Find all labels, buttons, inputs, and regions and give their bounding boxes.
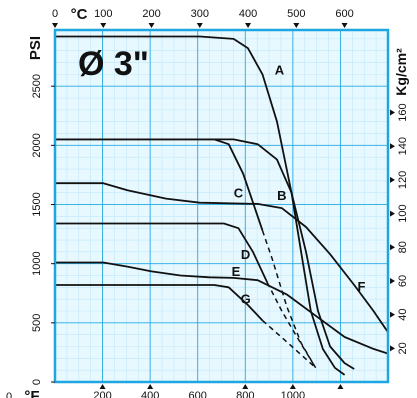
y-left-tick-label: 1000 [31,251,43,275]
chart-title: Ø 3" [78,45,149,83]
y-right-tick-marker [390,244,395,251]
y-left-tick-label: 2000 [31,133,43,157]
x-bottom-unit-label: °F [24,388,39,398]
x-top-tick-marker [52,23,58,28]
x-top-tick-label: 100 [94,8,112,20]
curve-label-b: B [277,188,286,203]
x-bottom-tick-marker [337,384,344,389]
curve-g-dashed [262,319,317,369]
x-top-tick-marker [341,23,348,28]
y-right-tick-marker [390,311,395,318]
curve-c-dashed [261,230,317,369]
x-top-tick-marker [293,23,300,28]
x-top-tick-label: 300 [191,8,209,20]
y-right-tick-marker [390,210,395,217]
y-right-tick-label: 80 [397,241,409,253]
curve-d-dashed [266,282,317,369]
x-bottom-origin-label: 0 [6,391,12,398]
curve-label-d: D [241,247,250,262]
y-right-tick-label: 160 [397,103,409,121]
x-bottom-tick-marker [147,384,154,389]
x-bottom-tick-label: 800 [236,390,254,398]
x-top-tick-label: 400 [239,8,257,20]
y-right-tick-marker [390,345,395,352]
y-right-tick-marker [390,109,395,116]
x-bottom-tick-marker [242,384,249,389]
y-right-tick-label: 60 [397,275,409,287]
x-top-tick-marker [100,23,107,28]
x-top-tick-label: 200 [142,8,160,20]
curve-f [55,182,389,333]
x-top-tick-marker [148,23,155,28]
curve-e [55,261,389,355]
x-top-unit-label: °C [71,6,88,23]
x-bottom-tick-marker [289,384,296,389]
y-right-tick-marker [390,176,395,183]
y-left-tick-label: 2500 [31,74,43,98]
x-bottom-tick-marker [99,384,106,389]
y-left-unit-label: PSI [27,36,44,60]
y-right-tick-label: 40 [397,309,409,321]
x-top-tick-marker [196,23,203,28]
x-bottom-tick-label: 400 [141,390,159,398]
curve-a [55,35,346,376]
x-top-tick-label: 600 [335,8,353,20]
curve-label-c: C [234,185,244,200]
x-top-tick-marker [245,23,252,28]
plot-frame [53,28,390,384]
y-right-tick-marker [390,277,395,284]
y-right-tick-label: 20 [397,342,409,354]
curve-label-a: A [275,62,285,77]
x-top-tick-label: 0 [52,8,58,20]
curve-c [55,138,264,231]
curve-label-f: F [357,279,365,294]
plot-grid [55,30,388,382]
x-bottom-tick-label: 200 [93,390,111,398]
x-bottom-tick-label: 1000 [281,390,305,398]
y-right-tick-label: 100 [397,204,409,222]
curve-series-group [55,35,389,376]
plot-border [53,28,390,384]
curve-labels: A B C DE F G [232,62,366,306]
y-left-tick-label: 500 [31,314,43,332]
y-right-tick-label: 140 [397,137,409,155]
curve-d [55,222,269,283]
x-bottom-tick-label: 600 [189,390,207,398]
y-right-tick-label: 120 [397,171,409,189]
y-right-tick-marker [390,143,395,150]
curve-g [55,284,264,322]
y-right-unit-label: Kg/cm² [393,48,409,96]
axis-ticks [51,23,395,389]
curve-label-e: E [232,264,241,279]
y-left-tick-label: 1500 [31,192,43,216]
curve-label-g: G [241,291,251,306]
x-top-tick-label: 500 [287,8,305,20]
y-left-tick-label: 0 [31,379,43,385]
axis-labels: 05001000150020002500PSI20406080100120140… [6,6,409,398]
